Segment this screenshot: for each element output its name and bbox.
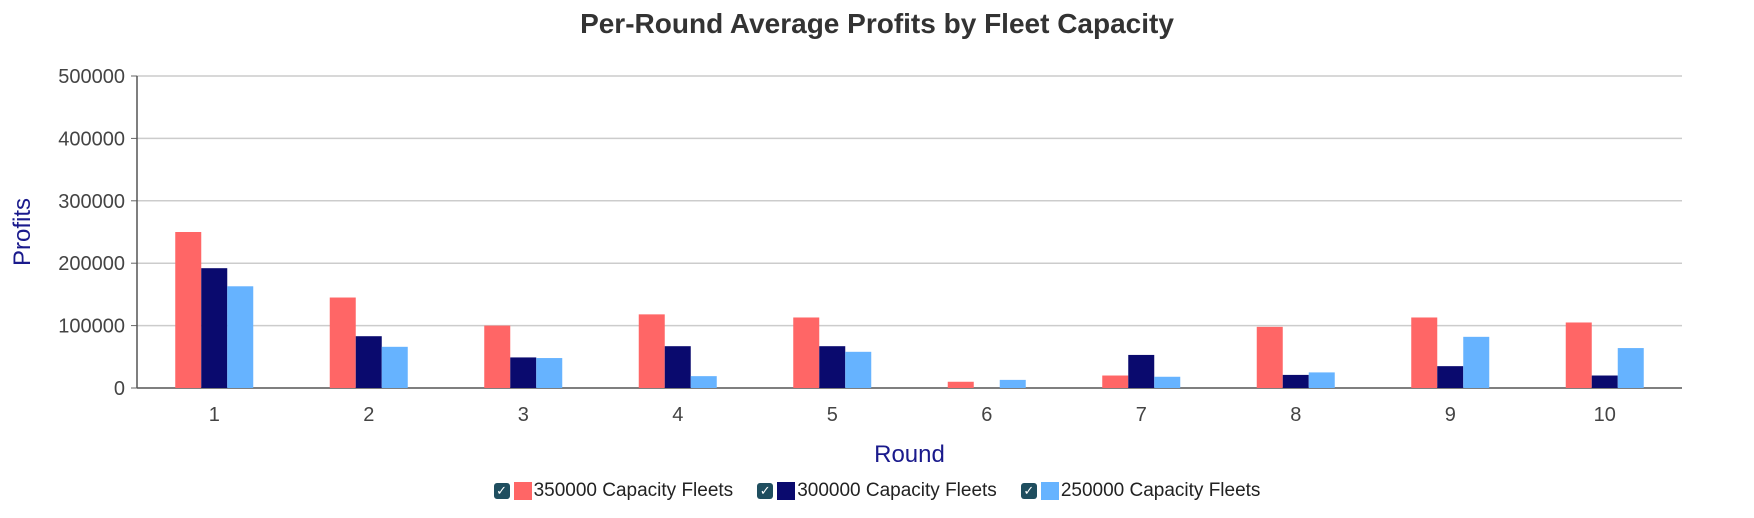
y-tick-label: 0 <box>114 378 125 400</box>
bar-series-2[interactable] <box>201 268 228 388</box>
x-tick-label: 10 <box>1594 404 1616 426</box>
checkbox-checked-icon[interactable]: ✓ <box>493 483 510 499</box>
bar-series-3[interactable] <box>690 376 717 388</box>
bar-series-3[interactable] <box>1154 376 1181 388</box>
x-tick-label: 2 <box>363 404 374 426</box>
legend-label-series-2: 300000 Capacity Fleets <box>797 480 997 501</box>
y-tick-label: 100000 <box>58 316 125 338</box>
x-tick-label: 1 <box>209 404 220 426</box>
bar-series-2[interactable] <box>1591 375 1618 388</box>
legend-swatch-series-3 <box>1040 482 1059 500</box>
x-tick-label: 9 <box>1445 404 1456 426</box>
bar-series-2[interactable] <box>819 346 846 388</box>
legend-swatch-series-2 <box>777 482 796 500</box>
bar-series-2[interactable] <box>1128 354 1155 388</box>
bar-series-1[interactable] <box>793 317 820 388</box>
x-tick-label: 7 <box>1136 404 1147 426</box>
bar-series-1[interactable] <box>1411 317 1438 388</box>
x-tick-label: 6 <box>981 404 992 426</box>
legend-item-series-1[interactable]: ✓ 350000 Capacity Fleets <box>493 480 734 502</box>
bar-series-2[interactable] <box>664 346 691 388</box>
bar-series-2[interactable] <box>510 357 537 388</box>
bar-series-3[interactable] <box>1308 372 1335 388</box>
bar-series-2[interactable] <box>355 336 382 388</box>
x-tick-label: 3 <box>518 404 529 426</box>
bar-series-3[interactable] <box>999 379 1026 388</box>
y-tick-label: 200000 <box>58 253 125 275</box>
checkbox-checked-icon[interactable]: ✓ <box>757 483 774 499</box>
bar-series-2[interactable] <box>1282 374 1309 388</box>
y-tick-label: 500000 <box>58 66 125 88</box>
legend-item-series-2[interactable]: ✓ 300000 Capacity Fleets <box>757 480 997 502</box>
bar-series-1[interactable] <box>947 381 974 388</box>
legend-label-series-1: 350000 Capacity Fleets <box>533 480 734 501</box>
legend-label-series-3: 250000 Capacity Fleets <box>1060 480 1261 501</box>
x-tick-label: 4 <box>672 404 683 426</box>
bar-series-3[interactable] <box>536 358 563 388</box>
bar-series-1[interactable] <box>638 314 665 388</box>
y-tick-label: 400000 <box>58 128 125 150</box>
x-axis-title: Round <box>874 441 945 468</box>
bar-series-1[interactable] <box>484 325 511 388</box>
chart-title: Per-Round Average Profits by Fleet Capac… <box>580 8 1174 39</box>
bar-series-1[interactable] <box>329 297 356 388</box>
bar-series-1[interactable] <box>1256 326 1283 388</box>
checkbox-checked-icon[interactable]: ✓ <box>1020 483 1037 499</box>
legend-swatch-series-1 <box>513 482 532 500</box>
bar-series-3[interactable] <box>381 346 408 388</box>
x-tick-label: 5 <box>827 404 838 426</box>
legend: ✓ 350000 Capacity Fleets ✓ 300000 Capaci… <box>0 480 1754 502</box>
bar-series-1[interactable] <box>1565 322 1592 388</box>
bar-series-1[interactable] <box>175 232 202 388</box>
y-axis-title: Profits <box>9 198 36 266</box>
x-tick-label: 8 <box>1290 404 1301 426</box>
bar-series-3[interactable] <box>1617 348 1644 388</box>
bar-series-1[interactable] <box>1102 375 1129 388</box>
bar-series-3[interactable] <box>1463 336 1490 388</box>
legend-item-series-3[interactable]: ✓ 250000 Capacity Fleets <box>1020 480 1261 502</box>
bar-series-3[interactable] <box>227 286 254 388</box>
y-tick-label: 300000 <box>58 191 125 213</box>
bar-series-3[interactable] <box>845 351 872 388</box>
bar-series-2[interactable] <box>1437 366 1464 388</box>
